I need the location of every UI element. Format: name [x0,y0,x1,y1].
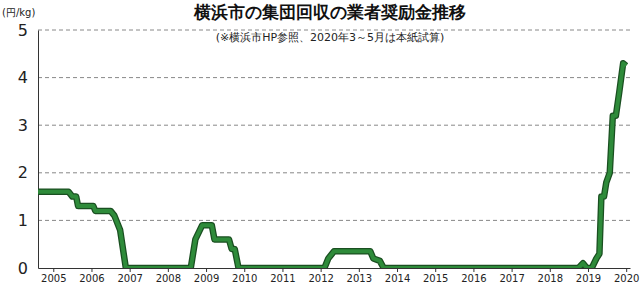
x-tick-label: 2005 [41,273,66,284]
x-tick: 2006 [79,268,104,284]
y-tick-label: 5 [18,21,28,40]
x-tick-mark [244,268,245,272]
x-tick-mark [473,268,474,272]
x-tick-label: 2012 [308,273,333,284]
x-tick-mark [626,268,627,272]
grid [38,30,630,220]
x-tick-label: 2016 [461,273,486,284]
x-tick-label: 2007 [117,273,142,284]
x-tick-label: 2013 [347,273,372,284]
y-tick-label: 1 [18,211,28,230]
x-tick: 2005 [41,268,66,284]
x-tick-mark [435,268,436,272]
y-axis-label: (円/kg) [2,7,35,18]
x-tick: 2016 [461,268,486,284]
y-axis: 0 1 2 3 4 5 [18,21,39,278]
x-tick: 2012 [308,268,333,284]
y-tick: 4 [18,68,38,87]
x-tick: 2014 [385,268,410,284]
x-tick-mark [206,268,207,272]
subtitle: (※横浜市HP参照、2020年3～5月は本紙試算) [216,31,445,44]
x-tick: 2013 [347,268,372,284]
y-axis-line [38,31,39,269]
x-tick-label: 2010 [232,273,257,284]
line [38,63,626,268]
line-outline [38,63,626,268]
x-tick: 2007 [117,268,142,284]
x-tick-mark [168,268,169,272]
x-tick-label: 2020 [614,273,639,284]
plot-area [38,63,626,268]
x-axis-line [39,268,631,269]
x-tick-label: 2017 [499,273,524,284]
title: 横浜市の集団回収の業者奨励金推移 [193,2,466,22]
y-tick-label: 3 [18,116,28,135]
x-tick-mark [53,268,54,272]
x-tick-mark [91,268,92,272]
y-tick: 0 [18,259,38,278]
y-tick-label: 4 [18,68,28,87]
y-tick-label: 0 [18,259,28,278]
x-tick-mark [550,268,551,272]
x-tick-mark [359,268,360,272]
grid-line [38,77,630,78]
y-tick: 3 [18,116,38,135]
x-tick-mark [588,268,589,272]
x-tick: 2020 [614,268,639,284]
y-tick: 5 [18,21,38,40]
x-tick: 2009 [194,268,219,284]
x-tick-label: 2006 [79,273,104,284]
x-tick-label: 2009 [194,273,219,284]
grid-line [38,125,630,126]
x-axis: 2005 2006 2007 2008 2009 2010 2011 2012 2013 2014… [39,268,640,284]
x-tick-label: 2014 [385,273,410,284]
x-tick: 2010 [232,268,257,284]
grid-line [38,172,630,173]
x-tick: 2008 [156,268,181,284]
x-tick: 2017 [499,268,524,284]
x-tick-mark [321,268,322,272]
x-tick-mark [397,268,398,272]
y-tick-label: 2 [18,163,28,182]
x-tick-label: 2019 [576,273,601,284]
x-tick-label: 2015 [423,273,448,284]
x-tick-label: 2018 [538,273,563,284]
x-tick: 2019 [576,268,601,284]
grid-line [38,220,630,221]
x-tick: 2015 [423,268,448,284]
chart: 0123452005200620072008200920102011201220… [0,0,640,288]
x-tick-mark [282,268,283,272]
x-tick-label: 2008 [156,273,181,284]
x-tick: 2018 [538,268,563,284]
y-tick: 1 [18,211,38,230]
x-tick-label: 2011 [270,273,295,284]
x-tick-mark [130,268,131,272]
x-tick-mark [512,268,513,272]
y-tick: 2 [18,163,38,182]
x-tick: 2011 [270,268,295,284]
